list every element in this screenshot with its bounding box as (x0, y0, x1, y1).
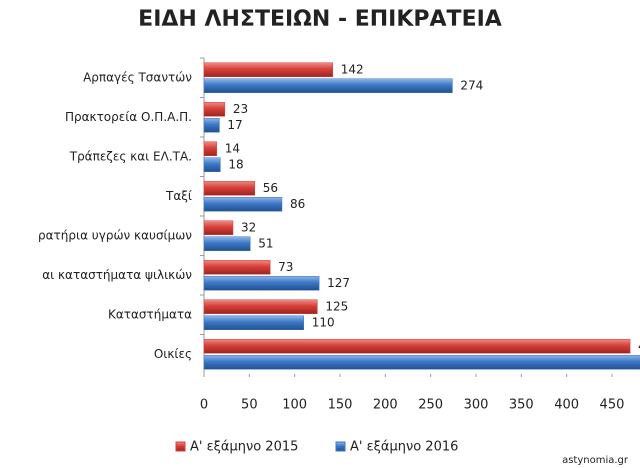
bar (203, 220, 234, 235)
data-label: 86 (290, 197, 305, 211)
data-label: 17 (227, 118, 242, 132)
bar (203, 62, 333, 77)
bar (203, 141, 217, 156)
legend-label: Α' εξάμηνο 2015 (190, 440, 298, 455)
x-tick-label: 350 (509, 398, 534, 413)
bar (203, 157, 221, 172)
y-tick-label: Ταξί (165, 189, 192, 203)
x-tick-label: 200 (373, 398, 398, 413)
y-tick-label: ρατήρια υγρών καυσίμων (38, 228, 192, 242)
y-tick-label: Τράπεζες και ΕΛ.ΤΑ. (69, 149, 192, 163)
x-tick-label: 100 (282, 398, 307, 413)
data-label: 470 (638, 339, 640, 353)
x-tick-label: 450 (600, 398, 625, 413)
y-tick-label: Αρπαγές Τσαντών (83, 70, 192, 84)
data-label: 56 (263, 181, 278, 195)
y-tick-label: Πρακτορεία Ο.Π.Α.Π. (65, 110, 192, 124)
data-label: 18 (228, 157, 243, 171)
x-tick-label: 300 (464, 398, 489, 413)
bar (203, 102, 226, 117)
x-tick-label: 50 (241, 398, 258, 413)
x-tick-label: 250 (418, 398, 443, 413)
data-label: 73 (278, 260, 293, 274)
legend-swatch (335, 441, 346, 452)
data-label: 32 (241, 220, 256, 234)
bar (203, 181, 256, 196)
y-tick-label: Οικίες (154, 347, 192, 361)
legend-label: Α' εξάμηνο 2016 (350, 440, 458, 455)
data-label: 14 (225, 141, 240, 155)
y-tick-label: αι καταστήματα ψιλικών (42, 268, 192, 282)
data-label: 142 (341, 62, 364, 76)
data-label: 127 (327, 276, 350, 290)
bar (203, 276, 320, 291)
bar (203, 339, 631, 354)
data-label: 23 (233, 102, 248, 116)
bar (203, 236, 251, 251)
bar (203, 260, 271, 275)
x-tick-label: 400 (554, 398, 579, 413)
data-label: 51 (258, 236, 273, 250)
x-tick-label: 150 (328, 398, 353, 413)
data-label: 110 (312, 315, 335, 329)
bar (203, 78, 453, 93)
bar (203, 118, 220, 133)
bar (203, 315, 304, 330)
bar (203, 197, 283, 212)
bar (203, 299, 318, 314)
chart-title: ΕΙΔΗ ΛΗΣΤΕΙΩΝ - ΕΠΙΚΡΑΤΕΙΑ (138, 7, 502, 32)
data-label: 125 (325, 299, 348, 313)
data-label: 274 (460, 78, 483, 92)
legend-swatch (175, 441, 186, 452)
source: astynomia.gr (562, 455, 629, 466)
bar (203, 355, 640, 370)
x-tick-label: 0 (200, 398, 208, 413)
y-tick-label: Καταστήματα (108, 307, 192, 321)
